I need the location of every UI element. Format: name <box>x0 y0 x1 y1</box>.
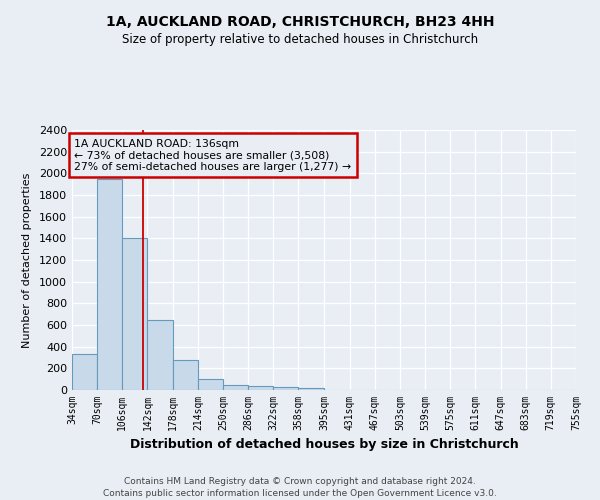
Bar <box>223 385 248 390</box>
Text: 1A AUCKLAND ROAD: 136sqm
← 73% of detached houses are smaller (3,508)
27% of sem: 1A AUCKLAND ROAD: 136sqm ← 73% of detach… <box>74 138 351 172</box>
Text: Size of property relative to detached houses in Christchurch: Size of property relative to detached ho… <box>122 32 478 46</box>
Bar <box>198 378 223 390</box>
Text: 1A, AUCKLAND ROAD, CHRISTCHURCH, BH23 4HH: 1A, AUCKLAND ROAD, CHRISTCHURCH, BH23 4H… <box>106 15 494 29</box>
Bar <box>248 386 274 390</box>
Bar <box>173 360 198 390</box>
X-axis label: Distribution of detached houses by size in Christchurch: Distribution of detached houses by size … <box>130 438 518 452</box>
Bar <box>72 354 97 390</box>
Text: Contains HM Land Registry data © Crown copyright and database right 2024.: Contains HM Land Registry data © Crown c… <box>124 478 476 486</box>
Bar <box>148 320 173 390</box>
Bar <box>298 388 323 390</box>
Text: Contains public sector information licensed under the Open Government Licence v3: Contains public sector information licen… <box>103 489 497 498</box>
Y-axis label: Number of detached properties: Number of detached properties <box>22 172 32 348</box>
Bar <box>274 387 298 390</box>
Bar <box>97 179 122 390</box>
Bar <box>122 238 148 390</box>
